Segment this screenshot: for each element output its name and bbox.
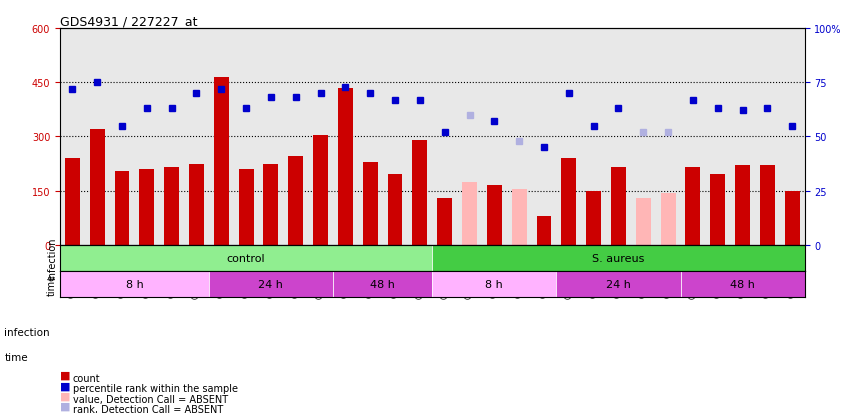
Bar [735, 166, 750, 245]
Bar [537, 216, 551, 245]
Text: ■: ■ [60, 401, 70, 411]
Bar [437, 199, 452, 245]
Bar [239, 170, 253, 245]
Text: value, Detection Call = ABSENT: value, Detection Call = ABSENT [73, 394, 228, 404]
Bar [413, 141, 427, 245]
Bar [556, 271, 681, 297]
Bar [562, 159, 576, 245]
Text: 24 h: 24 h [259, 279, 283, 290]
Bar [462, 182, 477, 245]
Text: ■: ■ [60, 380, 70, 390]
Text: GDS4931 / 227227_at: GDS4931 / 227227_at [60, 15, 198, 28]
Text: time: time [4, 352, 28, 362]
Bar [432, 271, 556, 297]
Bar [487, 186, 502, 245]
Bar [432, 245, 805, 271]
Text: infection: infection [4, 328, 50, 337]
Bar [264, 164, 278, 245]
Bar [164, 168, 179, 245]
Bar [512, 190, 526, 245]
Text: 48 h: 48 h [730, 279, 755, 290]
Bar [636, 199, 651, 245]
Text: S. aureus: S. aureus [592, 254, 645, 263]
Bar [611, 168, 626, 245]
Text: ■: ■ [60, 370, 70, 380]
Y-axis label: infection: infection [47, 237, 57, 280]
Bar [60, 271, 209, 297]
Bar [209, 271, 333, 297]
Bar [313, 135, 328, 245]
Text: 8 h: 8 h [126, 279, 143, 290]
Bar [338, 88, 353, 245]
Bar [760, 166, 775, 245]
Bar [189, 164, 204, 245]
Bar [65, 159, 80, 245]
Bar [140, 170, 154, 245]
Bar [388, 175, 402, 245]
Bar [90, 130, 104, 245]
Bar [115, 171, 129, 245]
Bar [661, 193, 675, 245]
Bar [710, 175, 725, 245]
Text: ■: ■ [60, 391, 70, 401]
Bar [288, 157, 303, 245]
Bar [333, 271, 432, 297]
Text: 8 h: 8 h [485, 279, 503, 290]
Bar [686, 168, 700, 245]
Text: 48 h: 48 h [370, 279, 395, 290]
Text: 24 h: 24 h [606, 279, 631, 290]
Text: percentile rank within the sample: percentile rank within the sample [73, 383, 238, 393]
Bar [586, 191, 601, 245]
Bar [60, 245, 432, 271]
Bar [363, 162, 377, 245]
Text: control: control [227, 254, 265, 263]
Bar [214, 78, 229, 245]
Bar [785, 191, 800, 245]
Y-axis label: time: time [47, 273, 57, 295]
Text: rank, Detection Call = ABSENT: rank, Detection Call = ABSENT [73, 404, 223, 413]
Text: count: count [73, 373, 100, 383]
Bar [681, 271, 805, 297]
